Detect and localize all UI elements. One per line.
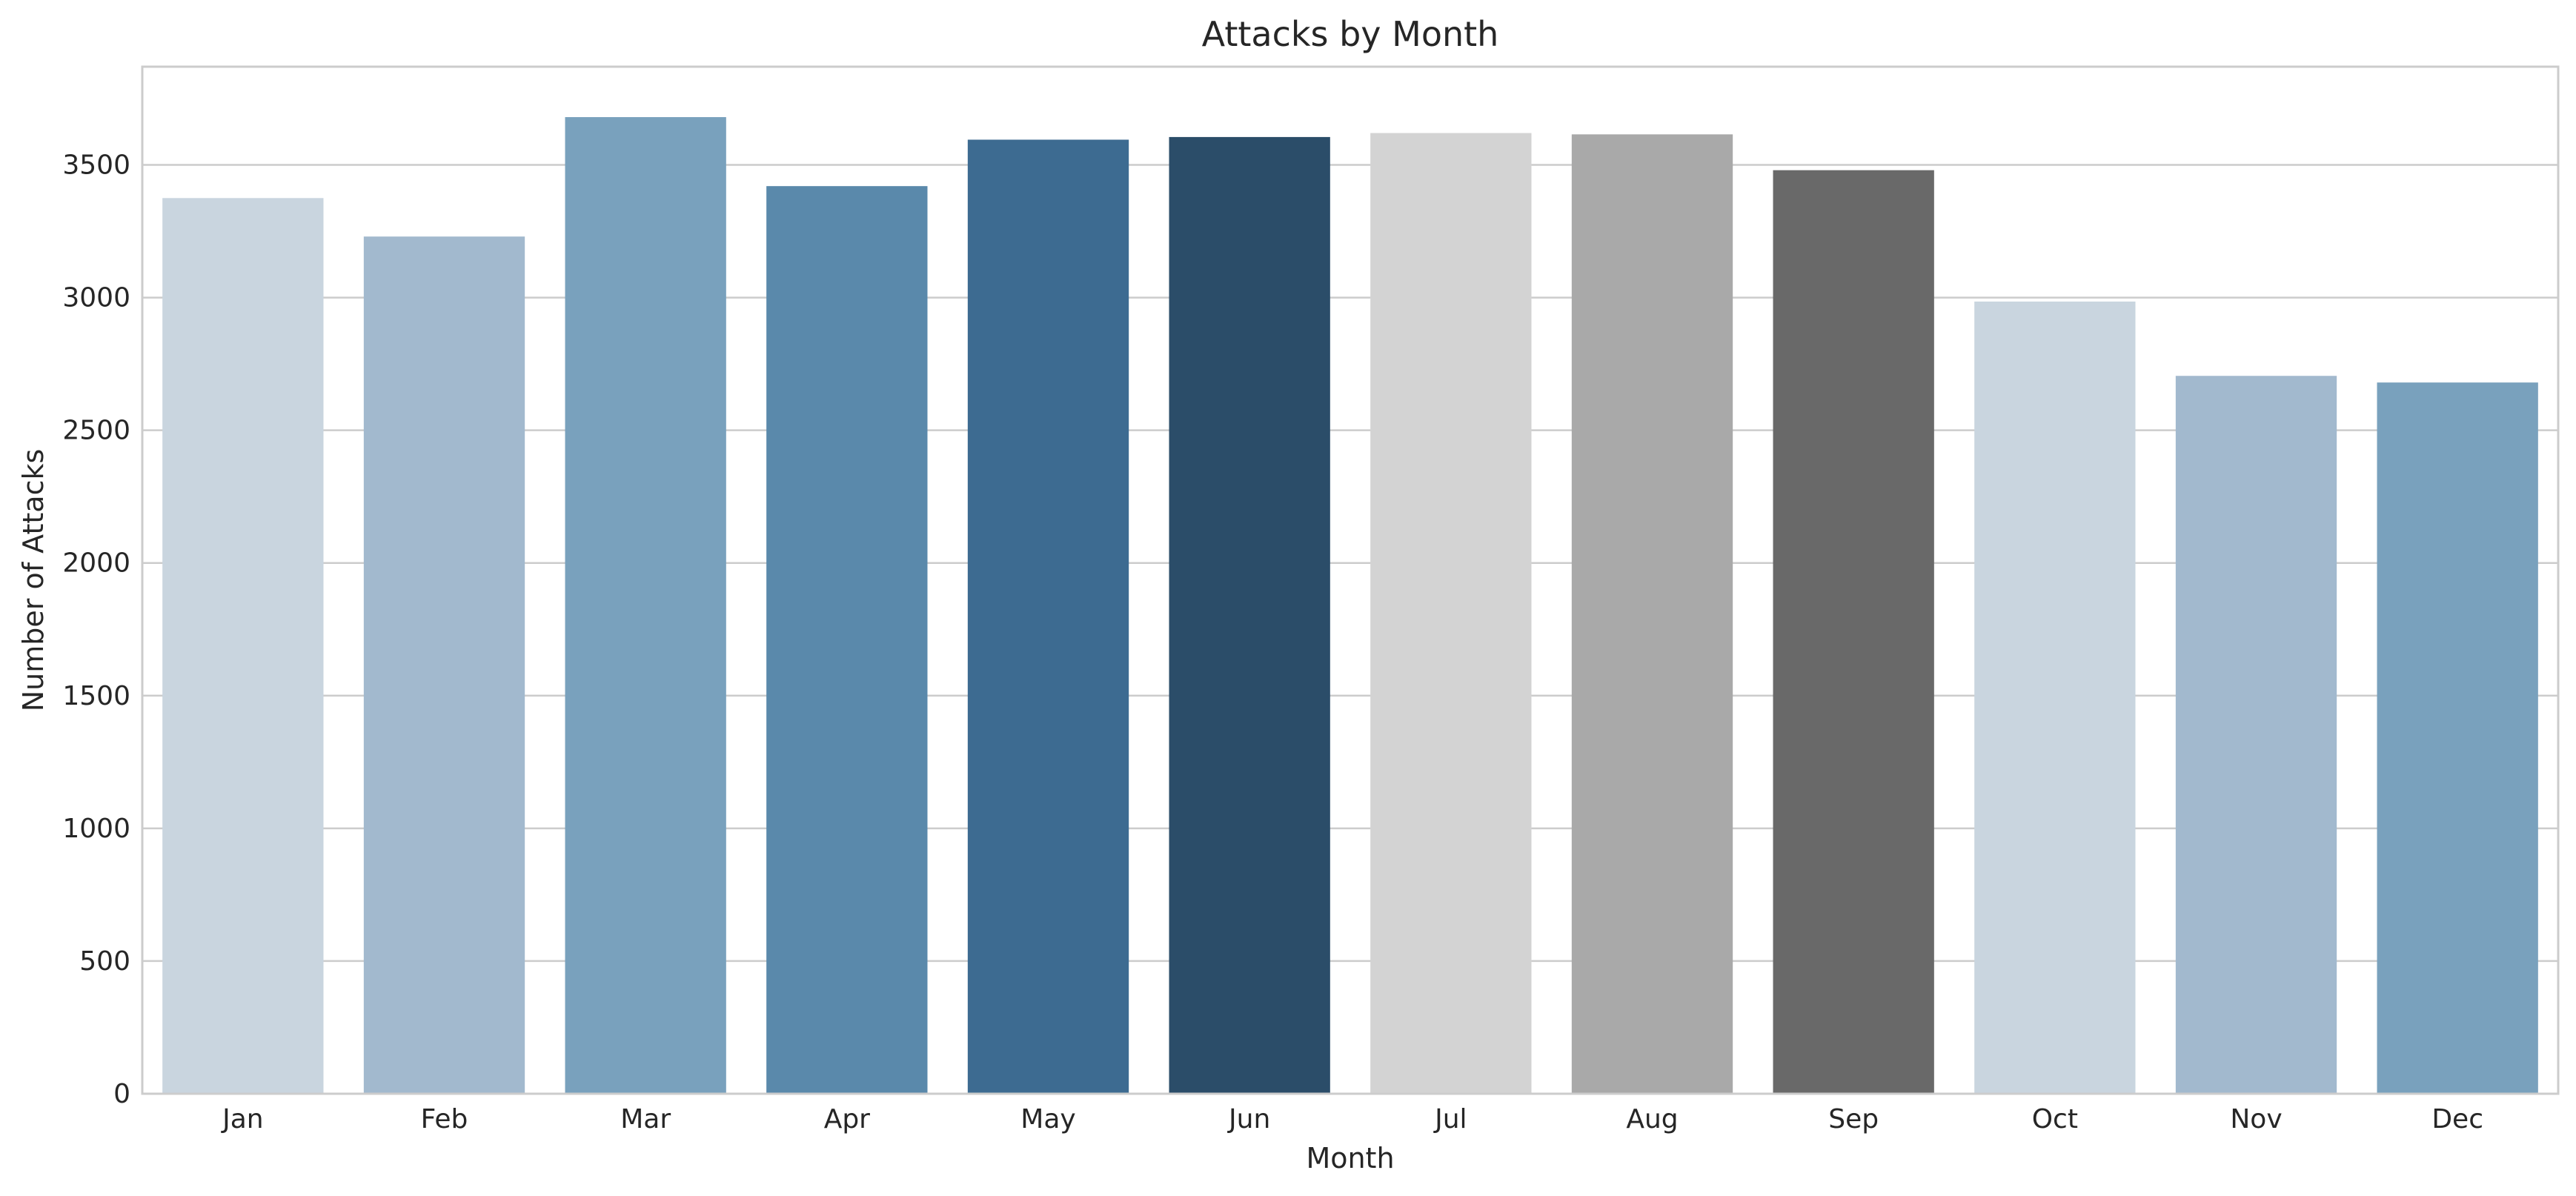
x-tick-label: Jan bbox=[221, 1104, 264, 1134]
bar-oct bbox=[1974, 301, 2136, 1094]
x-tick-label: Feb bbox=[421, 1104, 468, 1134]
y-tick-label: 1500 bbox=[62, 681, 130, 711]
bar-aug bbox=[1571, 134, 1733, 1094]
plot-area bbox=[141, 65, 2560, 1095]
y-axis-title: Number of Attacks bbox=[17, 449, 50, 712]
y-tick-label: 2000 bbox=[62, 548, 130, 579]
x-tick-label: Oct bbox=[2032, 1104, 2078, 1134]
bar-may bbox=[967, 139, 1129, 1094]
bar-jun bbox=[1169, 136, 1330, 1094]
bar-dec bbox=[2377, 382, 2538, 1094]
bar-mar bbox=[565, 117, 726, 1094]
y-tick-labels: 0 500 1000 1500 2000 2500 3000 3500 bbox=[62, 150, 130, 1109]
y-tick-label: 500 bbox=[79, 946, 130, 977]
y-tick-label: 3500 bbox=[62, 150, 130, 181]
bar-jul bbox=[1370, 133, 1532, 1094]
x-tick-label: Nov bbox=[2230, 1104, 2282, 1134]
y-tick-label: 3000 bbox=[62, 283, 130, 313]
x-tick-label: Dec bbox=[2431, 1104, 2483, 1134]
x-tick-label: Aug bbox=[1626, 1104, 1678, 1134]
plot-frame bbox=[141, 65, 2560, 1095]
x-axis-title: Month bbox=[1306, 1142, 1394, 1175]
bar-nov bbox=[2175, 376, 2337, 1094]
x-tick-labels: Jan Feb Mar Apr May Jun Jul Aug Sep Oct Nov Dec bbox=[221, 1104, 2483, 1134]
y-tick-label: 2500 bbox=[62, 416, 130, 446]
chart-title: Attacks by Month bbox=[1202, 14, 1499, 54]
x-tick-label: Apr bbox=[824, 1104, 870, 1134]
x-tick-label: Jun bbox=[1227, 1104, 1270, 1134]
x-tick-label: Sep bbox=[1828, 1104, 1879, 1134]
bar-jan bbox=[162, 198, 324, 1094]
bars bbox=[162, 117, 2538, 1094]
x-tick-label: Mar bbox=[620, 1104, 671, 1134]
bar-feb bbox=[363, 236, 525, 1094]
y-tick-label: 1000 bbox=[62, 814, 130, 844]
x-tick-label: May bbox=[1020, 1104, 1075, 1134]
bar-sep bbox=[1773, 170, 1934, 1094]
x-tick-label: Jul bbox=[1433, 1104, 1467, 1134]
y-tick-label: 0 bbox=[113, 1079, 130, 1109]
bar-apr bbox=[766, 186, 928, 1094]
